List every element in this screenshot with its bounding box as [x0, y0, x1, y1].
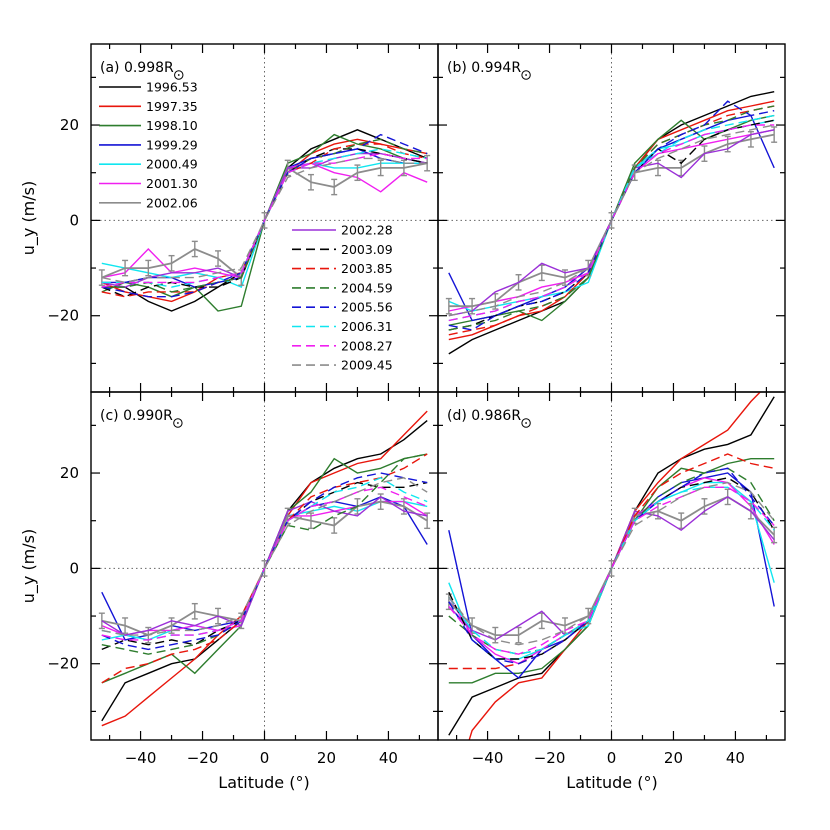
sun-symbol-icon — [173, 418, 183, 428]
sun-symbol-dot — [525, 422, 527, 424]
series-line-2003.09 — [101, 148, 428, 298]
panels: −20 0 20 (a) 0.998R (b) 0.994R −40 −20 0 20 40 −20… — [47, 43, 786, 767]
legend-item-2004.59: 2004.59 — [292, 280, 393, 295]
legend-label: 1997.35 — [146, 99, 198, 114]
series-line-2008.27 — [101, 486, 428, 641]
series-line-2009.45 — [448, 124, 775, 317]
series-group — [98, 410, 431, 727]
legend-label: 2000.49 — [146, 157, 198, 172]
sun-symbol-dot — [177, 74, 180, 76]
legend-item-2009.45: 2009.45 — [292, 358, 393, 373]
series-line-2009.45 — [101, 477, 428, 636]
sun-symbol-icon — [174, 70, 184, 80]
legend-label: 2003.09 — [341, 242, 393, 257]
legend-label: 2002.06 — [146, 195, 198, 210]
sun-symbol-dot — [525, 74, 527, 76]
legend-item-2005.56: 2005.56 — [292, 300, 393, 315]
y-axis-label-bottom: u_y (m/s) — [19, 529, 39, 604]
y-tick-label: 20 — [60, 464, 79, 482]
y-axis-label-top: u_y (m/s) — [19, 181, 39, 256]
y-tick-label: −20 — [47, 655, 79, 673]
legend-item-2000.49: 2000.49 — [99, 157, 198, 172]
legend-label: 1998.10 — [146, 118, 198, 133]
legend-item-2008.27: 2008.27 — [292, 338, 393, 353]
panel-3: −40 −20 0 20 40 (d) 0.986R — [437, 391, 786, 767]
legend-item-1996.53: 1996.53 — [99, 80, 198, 95]
sun-symbol-icon — [521, 70, 531, 80]
x-tick-label: 0 — [260, 749, 270, 767]
panel-0: −20 0 20 (a) 0.998R — [47, 43, 439, 393]
legend-item-1997.35: 1997.35 — [99, 99, 198, 114]
y-tick-label: −20 — [47, 307, 79, 325]
x-tick-label: 20 — [317, 749, 336, 767]
x-tick-label: 20 — [664, 749, 683, 767]
x-tick-label: −20 — [534, 749, 566, 767]
series-group — [445, 392, 778, 740]
panel-1: (b) 0.994R — [437, 43, 786, 393]
x-tick-label: −40 — [472, 749, 504, 767]
series-line-2009.45 — [448, 481, 775, 646]
legend-item-2002.06: 2002.06 — [99, 195, 198, 210]
x-tick-label: 40 — [379, 749, 398, 767]
series-group — [98, 129, 431, 312]
legend-label: 2002.28 — [341, 223, 393, 238]
legend-item-2006.31: 2006.31 — [292, 319, 393, 334]
panel-label: (a) 0.998R — [100, 60, 174, 76]
panel-label: (b) 0.994R — [447, 60, 521, 76]
series-line-2008.27 — [101, 152, 428, 288]
x-tick-label: −20 — [187, 749, 219, 767]
y-tick-label: 20 — [60, 116, 79, 134]
legend-label: 1996.53 — [146, 80, 198, 95]
series-line-2008.27 — [448, 124, 775, 322]
x-axis-label-right: Latitude (°) — [566, 773, 657, 792]
series-line-2004.59 — [101, 138, 428, 293]
legend-item-1998.10: 1998.10 — [99, 118, 198, 133]
x-tick-label: −40 — [125, 749, 157, 767]
legend: 1996.53 1997.35 1998.10 1999.29 2000.49 2001.… — [99, 80, 393, 373]
sun-symbol-icon — [521, 418, 531, 428]
series-group — [445, 91, 778, 355]
legend-label: 2008.27 — [341, 338, 393, 353]
legend-label: 2001.30 — [146, 176, 198, 191]
legend-label: 2009.45 — [341, 358, 393, 373]
panel-label: (d) 0.986R — [447, 408, 521, 424]
x-tick-label: 40 — [726, 749, 745, 767]
panel-2: −40 −20 0 20 40 −20 0 20 (c) 0.990R — [47, 391, 439, 767]
sun-symbol-dot — [176, 422, 179, 424]
legend-label: 2004.59 — [341, 280, 393, 295]
panel-label: (c) 0.990R — [100, 408, 173, 424]
legend-label: 2003.85 — [341, 261, 393, 276]
y-tick-label: 0 — [69, 211, 79, 229]
x-axis-label-left: Latitude (°) — [218, 773, 309, 792]
legend-label: 2005.56 — [341, 300, 393, 315]
y-tick-label: 0 — [69, 559, 79, 577]
series-line-2008.27 — [448, 486, 775, 655]
legend-item-2003.85: 2003.85 — [292, 261, 393, 276]
legend-label: 1999.29 — [146, 137, 198, 152]
legend-item-2001.30: 2001.30 — [99, 176, 198, 191]
x-tick-label: 0 — [607, 749, 617, 767]
legend-label: 2006.31 — [341, 319, 393, 334]
legend-item-2002.28: 2002.28 — [292, 223, 393, 238]
legend-item-1999.29: 1999.29 — [99, 137, 198, 152]
legend-item-2003.09: 2003.09 — [292, 242, 393, 257]
